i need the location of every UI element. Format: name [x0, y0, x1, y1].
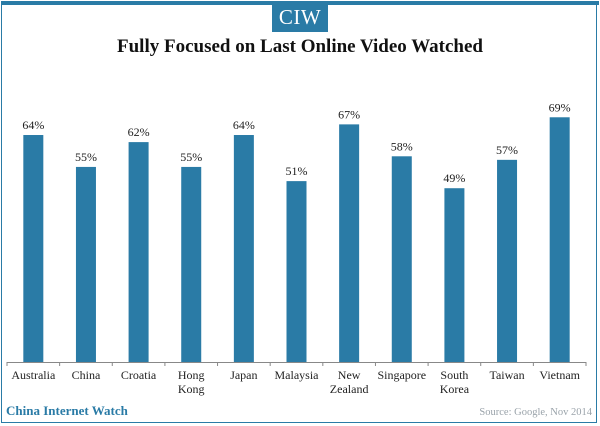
- category-label: South: [440, 368, 468, 382]
- bar: [128, 142, 149, 362]
- category-label: Croatia: [121, 368, 157, 382]
- bar: [444, 188, 465, 362]
- category-label: Taiwan: [489, 368, 524, 382]
- bar: [23, 135, 44, 362]
- ciw-logo: CIW: [272, 2, 328, 32]
- data-label: 64%: [22, 118, 44, 132]
- source-note: Source: Google, Nov 2014: [479, 407, 592, 418]
- data-label: 51%: [286, 164, 308, 178]
- category-label: China: [72, 368, 101, 382]
- category-label: Malaysia: [275, 368, 320, 382]
- category-label: Kong: [178, 382, 205, 396]
- bar: [75, 166, 96, 362]
- data-label: 62%: [128, 125, 150, 139]
- bar: [497, 159, 518, 362]
- data-label: 49%: [443, 171, 465, 185]
- data-label: 55%: [75, 150, 97, 164]
- brand-footer: China Internet Watch: [6, 403, 128, 418]
- category-label: Korea: [440, 382, 470, 396]
- data-label: 67%: [338, 107, 360, 121]
- category-label: New: [338, 368, 361, 382]
- data-label: 57%: [496, 143, 518, 157]
- category-label: Australia: [11, 368, 56, 382]
- bar: [181, 166, 202, 362]
- category-label: Hong: [178, 368, 205, 382]
- bar: [286, 181, 307, 362]
- bar: [339, 124, 360, 362]
- category-label: Zealand: [330, 382, 369, 396]
- data-label: 58%: [391, 139, 413, 153]
- bar: [549, 117, 570, 362]
- chart-title: Fully Focused on Last Online Video Watch…: [117, 36, 483, 57]
- category-label: Japan: [230, 368, 257, 382]
- category-label: Vietnam: [539, 368, 580, 382]
- bar: [233, 135, 254, 362]
- category-label: Singapore: [377, 368, 426, 382]
- bar: [391, 156, 412, 362]
- data-label: 69%: [549, 100, 571, 114]
- data-label: 55%: [180, 150, 202, 164]
- data-label: 64%: [233, 118, 255, 132]
